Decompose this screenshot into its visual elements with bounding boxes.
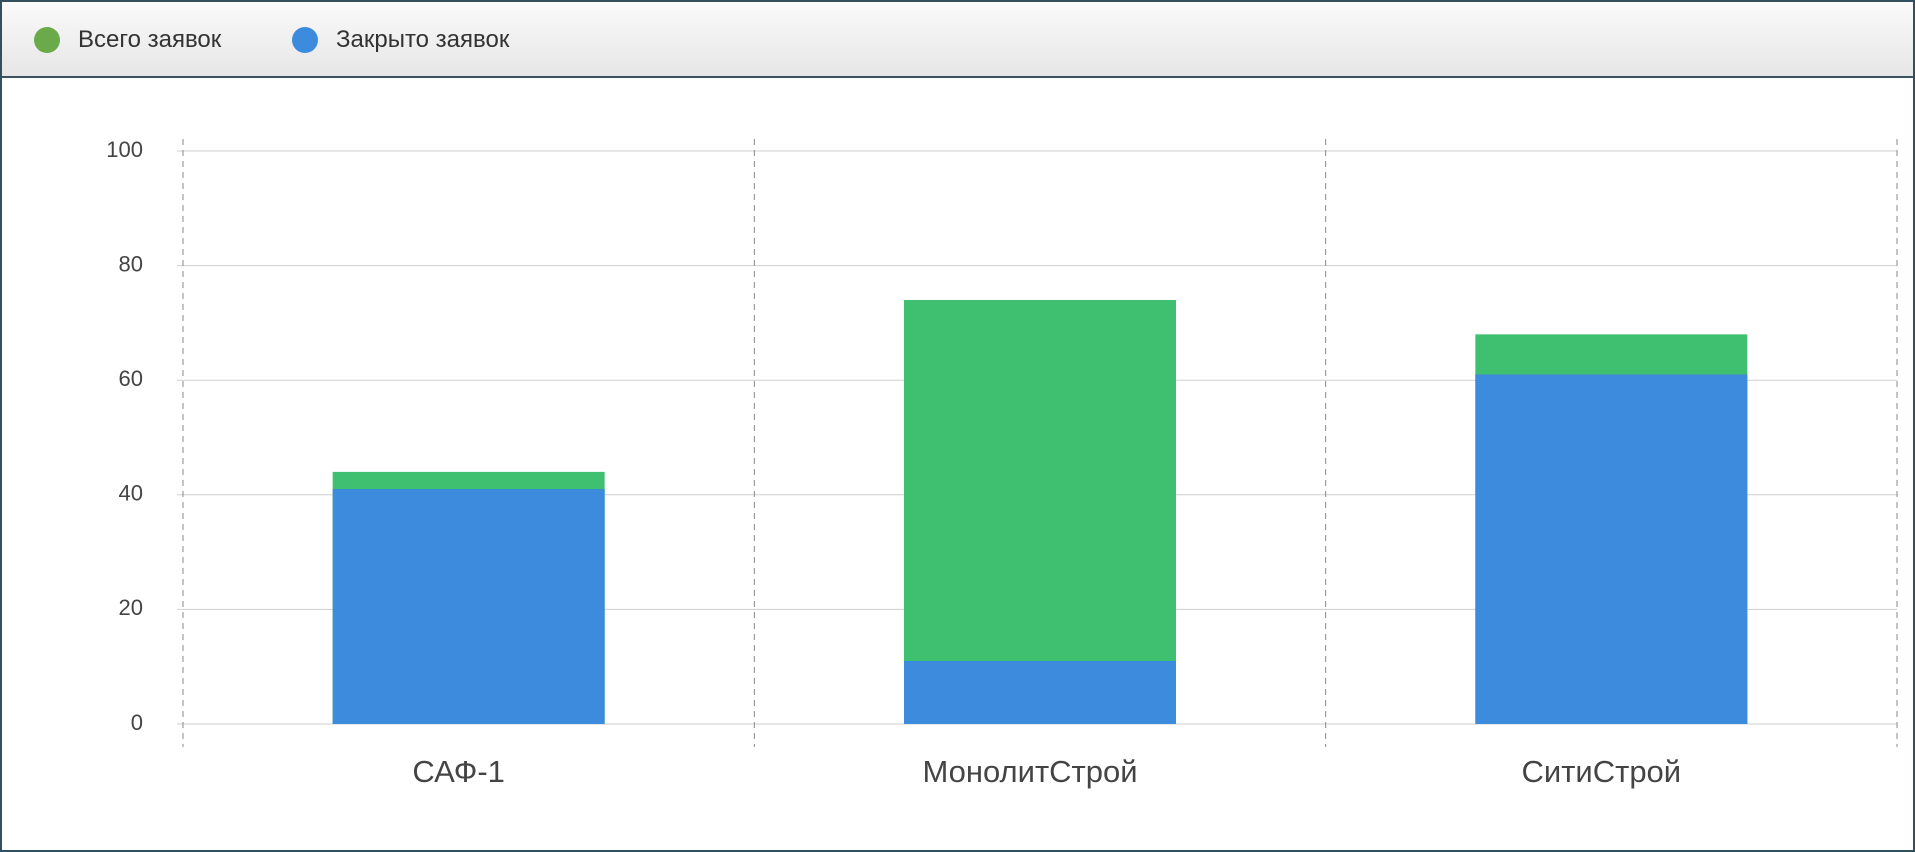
bar xyxy=(904,299,1176,724)
x-tick-label: СитиСтрой xyxy=(1522,754,1682,789)
y-tick-label: 60 xyxy=(119,366,143,391)
legend-item[interactable]: Закрыто заявок xyxy=(292,26,509,54)
bar xyxy=(1475,374,1748,724)
legend-item[interactable]: Всего заявок xyxy=(34,26,221,54)
legend-label: Всего заявок xyxy=(78,26,222,53)
y-tick-label: 40 xyxy=(119,481,143,506)
legend-marker xyxy=(34,27,60,53)
y-tick-label: 80 xyxy=(119,251,143,276)
bar xyxy=(332,489,605,724)
bar xyxy=(904,660,1176,724)
legend-marker xyxy=(292,27,318,53)
y-tick-label: 0 xyxy=(131,710,143,735)
x-tick-label: САФ-1 xyxy=(412,754,505,789)
legend-label: Закрыто заявок xyxy=(336,26,510,53)
y-tick-label: 20 xyxy=(119,595,143,620)
chart: 0 20 40 60 80 100 САФ-1 МонолитСтрой СитиСтрой xyxy=(106,137,1898,789)
x-tick-label: МонолитСтрой xyxy=(922,754,1137,789)
legend: Всего заявок Закрыто заявок xyxy=(2,2,1913,78)
y-tick-label: 100 xyxy=(106,137,143,162)
